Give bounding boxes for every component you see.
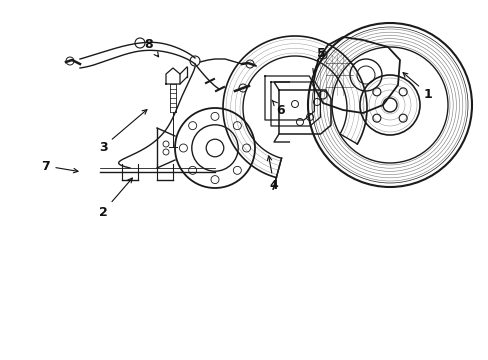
Text: 6: 6: [271, 100, 285, 117]
Text: 7: 7: [41, 159, 78, 173]
Text: 1: 1: [402, 73, 431, 100]
Text: 2: 2: [99, 178, 132, 219]
Text: 5: 5: [312, 46, 325, 73]
Text: 8: 8: [144, 37, 158, 57]
Text: 4: 4: [267, 156, 278, 192]
Text: 3: 3: [99, 109, 146, 153]
